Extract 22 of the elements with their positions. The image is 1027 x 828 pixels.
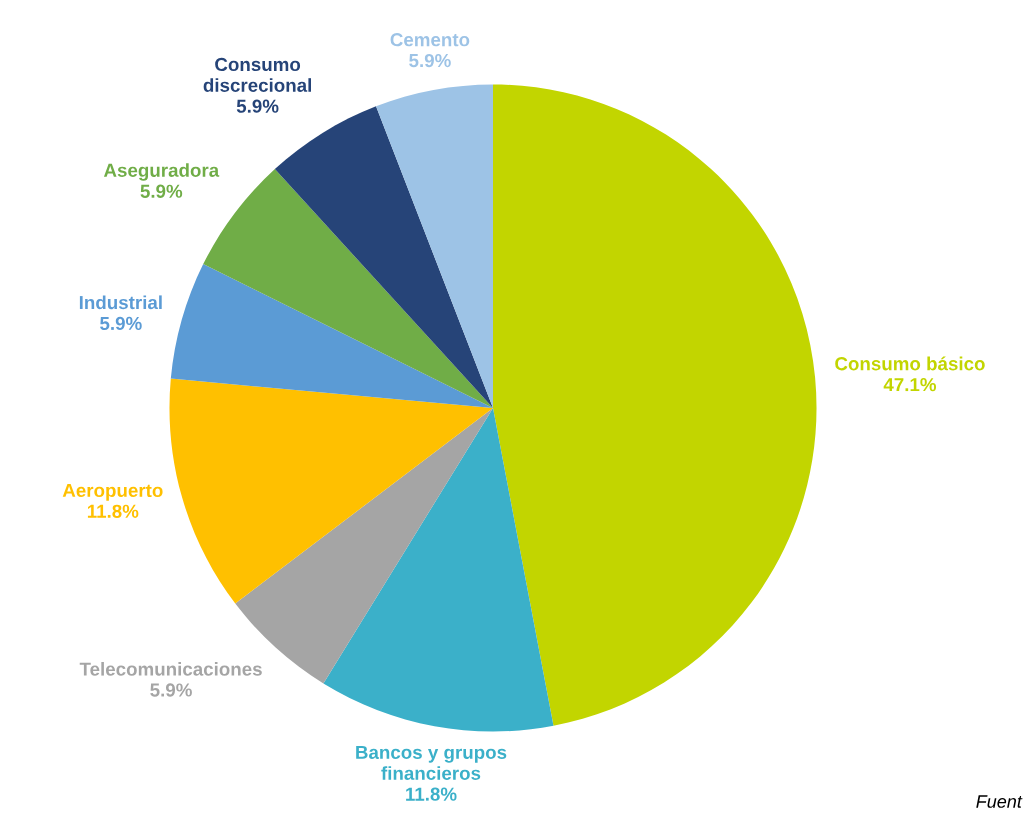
data-label: 5.9% (150, 683, 192, 697)
slice-label: Aeropuerto (62, 483, 163, 501)
data-label: 5.9% (140, 184, 183, 198)
pie-slice (376, 84, 493, 408)
slice-label: Consumo básico (835, 356, 985, 371)
data-label: 5.9% (100, 316, 142, 331)
pie-slice (493, 84, 817, 726)
text: Fuent (976, 795, 1023, 808)
data-label: 11.8% (406, 787, 457, 801)
data-label: 5.9% (236, 99, 279, 113)
data-label: 11.8% (87, 504, 139, 518)
pie-slice (323, 408, 554, 732)
slice-label: Consumo discrecional (203, 57, 311, 92)
slice-label: Bancos y grupos financieros (356, 745, 507, 780)
pie-slice (170, 264, 493, 408)
data-label: 47.1% (883, 378, 937, 392)
slice-label: Cemento (390, 33, 470, 47)
pie-slice (169, 378, 493, 604)
slice-label: Telecomunicaciones (79, 661, 262, 676)
slice-label: Aseguradora (103, 163, 220, 181)
slice-label: Industrial (79, 295, 162, 310)
data-label: 5.9% (409, 53, 451, 68)
